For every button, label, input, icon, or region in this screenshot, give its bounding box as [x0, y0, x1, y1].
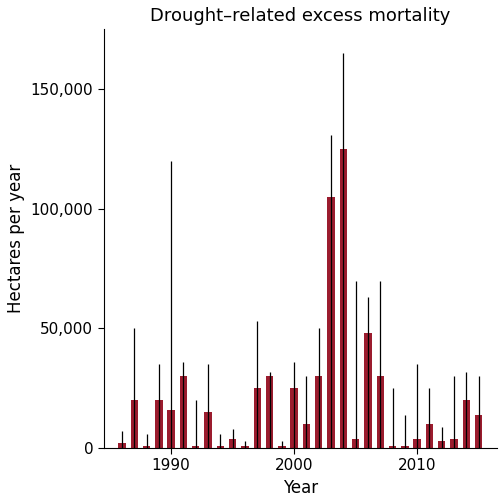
- Title: Drought–related excess mortality: Drought–related excess mortality: [150, 7, 451, 25]
- Bar: [413, 438, 421, 448]
- Bar: [364, 333, 371, 448]
- Bar: [290, 388, 298, 448]
- Bar: [192, 446, 200, 448]
- Bar: [475, 415, 482, 448]
- Bar: [143, 446, 150, 448]
- Bar: [315, 376, 323, 448]
- Bar: [229, 438, 236, 448]
- Bar: [340, 149, 347, 448]
- Bar: [463, 400, 470, 448]
- Bar: [205, 412, 212, 448]
- Bar: [241, 446, 248, 448]
- Bar: [266, 376, 273, 448]
- Bar: [401, 446, 409, 448]
- Bar: [303, 424, 310, 448]
- Y-axis label: Hectares per year: Hectares per year: [7, 164, 25, 313]
- Bar: [217, 446, 224, 448]
- Bar: [438, 441, 446, 448]
- Bar: [278, 446, 286, 448]
- Bar: [167, 410, 175, 448]
- X-axis label: Year: Year: [283, 479, 318, 497]
- Bar: [376, 376, 384, 448]
- Bar: [426, 424, 433, 448]
- Bar: [118, 444, 125, 448]
- Bar: [352, 438, 359, 448]
- Bar: [451, 438, 458, 448]
- Bar: [389, 446, 396, 448]
- Bar: [155, 400, 163, 448]
- Bar: [131, 400, 138, 448]
- Bar: [254, 388, 261, 448]
- Bar: [180, 376, 187, 448]
- Bar: [328, 197, 335, 448]
